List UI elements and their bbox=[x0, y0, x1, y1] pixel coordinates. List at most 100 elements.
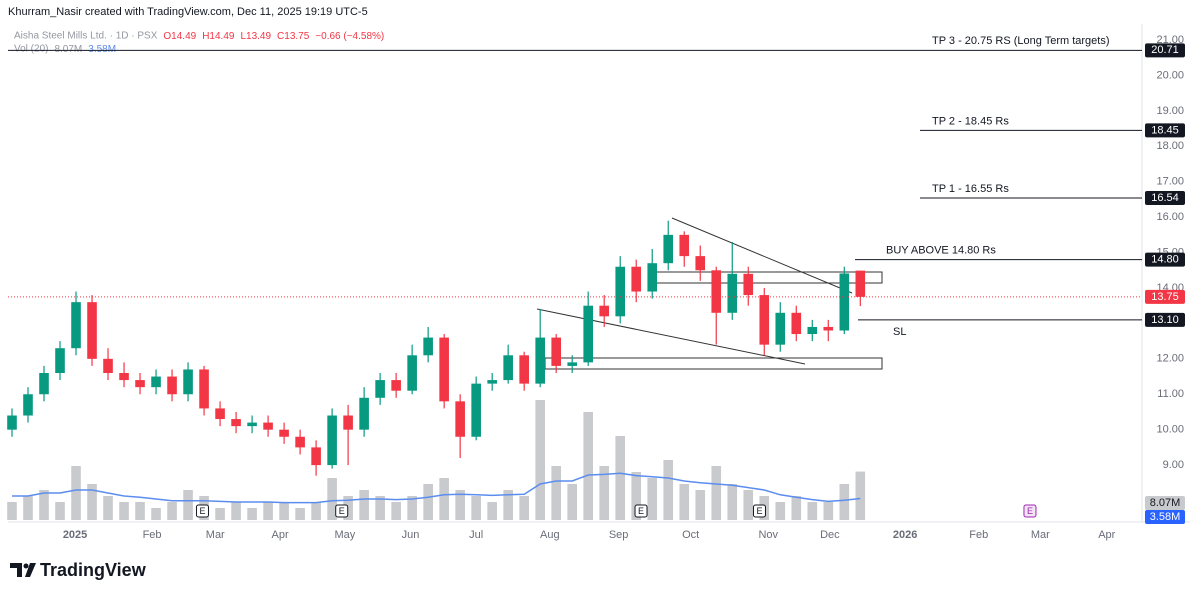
volume-bar bbox=[151, 508, 161, 520]
volume-bar bbox=[647, 478, 658, 520]
candle-body bbox=[583, 305, 594, 363]
legend-volume: 8.07M bbox=[54, 44, 82, 55]
candle-body bbox=[23, 394, 33, 416]
header: Khurram_Nasir created with TradingView.c… bbox=[8, 6, 368, 18]
x-tick-label: Mar bbox=[1031, 529, 1050, 541]
volume-bar bbox=[775, 502, 786, 520]
volume-bar bbox=[551, 466, 561, 520]
volume-bar bbox=[279, 502, 289, 520]
candle-body bbox=[519, 355, 529, 384]
candle-body bbox=[487, 380, 497, 384]
candle-body bbox=[343, 415, 353, 430]
volume-bar bbox=[407, 496, 417, 520]
volume-bar bbox=[503, 490, 513, 520]
candle-body bbox=[119, 373, 129, 381]
candle-body bbox=[567, 362, 578, 366]
earnings-marker bbox=[752, 504, 766, 518]
earnings-label: E bbox=[756, 506, 762, 516]
earnings-label: E bbox=[339, 506, 345, 516]
candle-body bbox=[215, 408, 225, 420]
legend-volume: 3.58M bbox=[88, 44, 116, 55]
x-tick-label: Feb bbox=[143, 529, 162, 541]
candle-body bbox=[535, 337, 545, 384]
candle-body bbox=[311, 447, 321, 466]
level-badge bbox=[1145, 252, 1185, 267]
candle-body bbox=[711, 270, 722, 313]
volume-bar bbox=[119, 502, 129, 520]
volume-bar bbox=[231, 502, 241, 520]
candle-body bbox=[631, 266, 642, 292]
x-tick-label: Apr bbox=[1098, 529, 1115, 541]
volume-bar bbox=[263, 502, 273, 520]
volume-bar bbox=[599, 466, 610, 520]
candle-body bbox=[359, 397, 369, 430]
candle-body bbox=[327, 415, 337, 466]
candle-body bbox=[55, 348, 65, 374]
volume-bar bbox=[391, 502, 401, 520]
volume-bar bbox=[791, 496, 802, 520]
level-text: TP 1 - 16.55 Rs bbox=[932, 183, 1009, 195]
volume-bar bbox=[183, 490, 193, 520]
candle-body bbox=[407, 355, 417, 391]
level-badge-label: 20.71 bbox=[1151, 44, 1179, 56]
x-tick-label: Dec bbox=[820, 529, 840, 541]
level-text: TP 3 - 20.75 RS (Long Term targets) bbox=[932, 35, 1110, 47]
x-tick-label: Nov bbox=[758, 529, 778, 541]
candle-body bbox=[135, 380, 145, 388]
candle-body bbox=[87, 302, 97, 359]
candle-body bbox=[7, 415, 17, 430]
volume-bar bbox=[23, 496, 33, 520]
volume-bar bbox=[311, 502, 321, 520]
volume-bar bbox=[7, 502, 17, 520]
candle-body bbox=[551, 337, 561, 366]
candle-body bbox=[663, 234, 674, 264]
volume-bar bbox=[39, 490, 49, 520]
level-text: TP 2 - 18.45 Rs bbox=[932, 115, 1009, 127]
volume-badge-label: 8.07M bbox=[1150, 497, 1181, 509]
x-tick-label: Apr bbox=[272, 529, 289, 541]
y-tick-label: 19.00 bbox=[1156, 105, 1184, 117]
candle-body bbox=[743, 273, 754, 296]
level-badge bbox=[1145, 123, 1185, 138]
volume-bar bbox=[487, 502, 497, 520]
y-tick-label: 17.00 bbox=[1156, 176, 1184, 188]
y-tick-label: 10.00 bbox=[1156, 424, 1184, 436]
y-tick-label: 16.00 bbox=[1156, 211, 1184, 223]
candle-body bbox=[231, 419, 241, 427]
candle-body bbox=[695, 256, 706, 271]
candle-body bbox=[183, 369, 193, 395]
trend-line bbox=[536, 308, 806, 365]
volume-bar bbox=[615, 436, 626, 520]
candle-body bbox=[263, 422, 273, 430]
y-tick-label: 18.00 bbox=[1156, 140, 1184, 152]
candle-body bbox=[439, 337, 449, 402]
legend-close: C13.75 bbox=[277, 31, 310, 42]
y-tick-label: 9.00 bbox=[1163, 459, 1184, 471]
candle-body bbox=[647, 263, 658, 292]
legend-change: −0.66 (−4.58%) bbox=[315, 31, 384, 42]
y-tick-label: 20.00 bbox=[1156, 69, 1184, 81]
volume-bar bbox=[743, 490, 754, 520]
volume-bar bbox=[519, 496, 529, 520]
y-tick-label: 21.00 bbox=[1156, 34, 1184, 46]
volume-bar bbox=[455, 490, 465, 520]
candle-body bbox=[823, 326, 834, 331]
volume-bar bbox=[135, 502, 145, 520]
y-tick-label: 11.00 bbox=[1157, 388, 1184, 400]
level-badge-label: 18.45 bbox=[1151, 124, 1179, 136]
x-tick-label: Jun bbox=[402, 529, 420, 541]
candle-body bbox=[727, 273, 738, 313]
candle-body bbox=[247, 422, 257, 427]
candle-body bbox=[455, 401, 465, 437]
level-badge-label: 14.80 bbox=[1151, 254, 1179, 266]
last-price-label: 13.75 bbox=[1151, 291, 1179, 303]
earnings-marker bbox=[195, 504, 209, 518]
logo bbox=[23, 563, 29, 569]
candle-body bbox=[279, 429, 289, 437]
level-badge bbox=[1145, 191, 1185, 206]
volume-bar bbox=[583, 412, 594, 520]
volume-ma-line bbox=[12, 472, 861, 504]
y-tick-label: 12.00 bbox=[1156, 353, 1184, 365]
level-badge bbox=[1145, 43, 1185, 58]
